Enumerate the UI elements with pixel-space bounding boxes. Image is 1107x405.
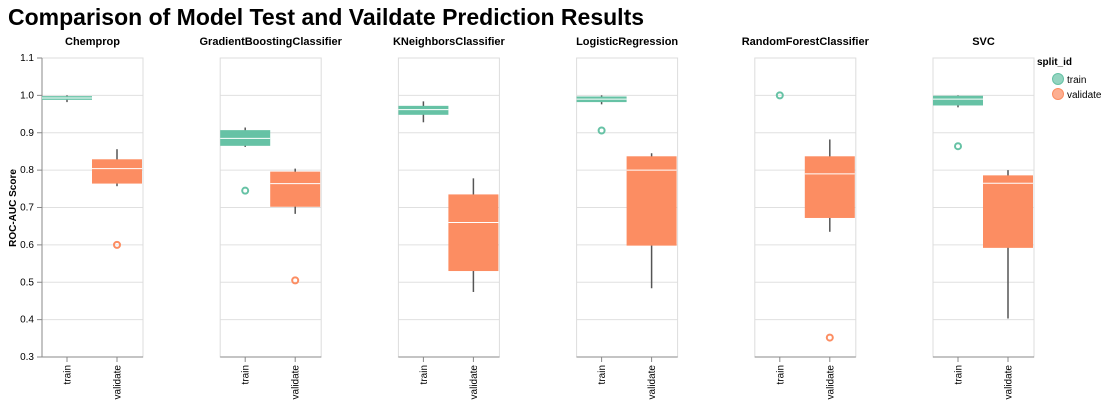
y-tick-label: 0.6 (20, 240, 34, 251)
facet-LogisticRegression: LogisticRegression train validate (576, 36, 678, 399)
facet-title: LogisticRegression (576, 36, 678, 48)
box-validate (270, 168, 321, 285)
box-train (576, 95, 627, 135)
x-tick-label: train (63, 365, 74, 384)
box (398, 105, 449, 115)
box (448, 194, 499, 272)
x-tick-label: validate (647, 365, 658, 400)
y-tick-label: 0.5 (20, 277, 34, 288)
facets: Chemprop 0.3 0.4 0.5 0.6 0.7 0.8 0.9 1.0 1.1 train… (20, 36, 1035, 400)
facet-title: RandomForestClassifier (742, 36, 870, 48)
box (626, 156, 677, 246)
x-tick-label: train (775, 365, 786, 384)
outlier-point (825, 333, 834, 342)
facet-title: GradientBoostingClassifier (199, 36, 342, 48)
legend-symbol-train (1052, 73, 1064, 85)
box-train (42, 95, 92, 103)
box-validate (448, 178, 499, 292)
box (804, 156, 855, 218)
legend-label-validate: validate (1067, 90, 1102, 101)
facet-RandomForestClassifier: RandomForestClassifier train validate (742, 36, 870, 399)
box-validate (626, 153, 677, 289)
facet-GradientBoostingClassifier: GradientBoostingClassifier train validate (199, 36, 342, 399)
y-axis-title: ROC-AUC Score (8, 169, 19, 247)
box-train (220, 127, 271, 195)
x-tick-label: validate (1004, 365, 1015, 400)
x-tick-label: validate (825, 365, 836, 400)
box-train (398, 101, 449, 123)
outlier-point (113, 240, 121, 249)
box-validate (804, 139, 855, 342)
facet-SVC: SVC train validate (932, 36, 1035, 400)
facet-title: SVC (972, 36, 995, 48)
box (270, 171, 321, 207)
outlier-point (291, 276, 300, 285)
x-tick-label: validate (113, 365, 124, 400)
x-tick-label: train (597, 365, 608, 384)
box-validate (92, 149, 142, 249)
box-train (933, 95, 983, 151)
chart-title: Comparison of Model Test and Vaildate Pr… (8, 4, 644, 30)
y-tick-label: 0.4 (20, 315, 34, 326)
y-tick-label: 0.8 (20, 165, 34, 176)
y-tick-label: 0.3 (20, 352, 34, 363)
outlier-point (597, 126, 606, 135)
box (933, 95, 983, 106)
x-tick-label: train (954, 365, 965, 384)
legend-symbol-validate (1052, 88, 1064, 100)
box-train (775, 91, 784, 100)
facet-title: KNeighborsClassifier (393, 36, 506, 48)
x-tick-label: train (241, 365, 252, 384)
x-tick-label: validate (469, 365, 480, 400)
legend: split_id train validate (1037, 57, 1102, 101)
box (92, 159, 142, 184)
facet-KNeighborsClassifier: KNeighborsClassifier train validate (393, 36, 506, 399)
legend-title: split_id (1037, 57, 1072, 68)
facet-Chemprop: Chemprop 0.3 0.4 0.5 0.6 0.7 0.8 0.9 1.0 1.1 train… (20, 36, 144, 400)
outlier-point (241, 186, 250, 195)
x-tick-label: validate (291, 365, 302, 400)
facet-title: Chemprop (65, 36, 120, 48)
outlier-point (775, 91, 784, 100)
y-tick-label: 1.1 (20, 53, 34, 64)
box-validate (983, 170, 1033, 319)
outlier-point (954, 142, 962, 151)
x-tick-label: train (419, 365, 430, 384)
y-tick-label: 1.0 (20, 90, 34, 101)
box (983, 175, 1033, 248)
y-tick-label: 0.9 (20, 128, 34, 139)
legend-label-train: train (1067, 75, 1086, 86)
y-tick-label: 0.7 (20, 203, 34, 214)
